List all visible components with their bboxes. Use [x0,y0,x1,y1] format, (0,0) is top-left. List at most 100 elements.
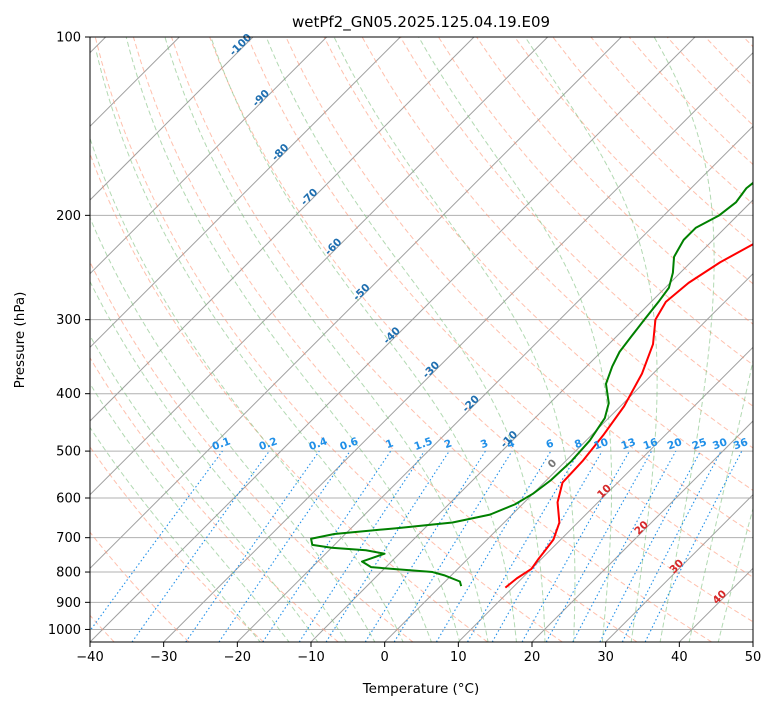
mixing-ratio-line [644,450,743,642]
dry-adiabat-label: -10 [498,429,520,451]
isotherm-line [384,272,753,642]
isotherm-line [531,420,753,642]
mixing-ratio-line [90,450,223,632]
isotherm-line [90,37,401,349]
dry-adiabat-label: -30 [420,359,442,381]
dry-adiabat-line [132,37,638,642]
mixing-ratio-line [325,450,450,642]
dry-adiabat-label: -60 [323,236,345,258]
isotherm-line [90,37,549,496]
dry-adiabat-line [90,260,414,642]
y-tick-label: 400 [56,387,81,402]
moist-adiabat-line [418,37,613,642]
mixing-ratio-label: 13 [620,436,638,452]
moist-adiabat-line [90,280,347,642]
mixing-ratio-label: 4 [505,437,516,451]
isotherm-line [236,125,753,642]
dry-adiabat-label: -90 [250,87,272,109]
y-axis-label: Pressure (hPa) [12,292,28,389]
dry-adiabat-line [90,152,488,642]
x-tick-label: −20 [224,650,251,665]
dry-adiabat-line [514,37,753,285]
mixing-ratio-line [218,450,351,642]
dry-adiabat-label: -80 [270,142,292,164]
mixing-ratio-label: 6 [544,437,555,451]
mixing-ratio-line [621,450,722,642]
y-tick-label: 800 [56,566,81,581]
y-tick-label: 700 [56,531,81,546]
mixing-ratio-line [393,450,513,642]
dry-adiabat-line [590,37,753,205]
dry-adiabat-line [90,356,339,642]
mixing-ratio-line [545,450,653,642]
dry-adiabat-label: -50 [351,281,373,303]
dry-adiabat-line [361,37,753,449]
x-tick-label: −40 [76,650,103,665]
isotherm-line [90,37,475,422]
y-tick-label: 900 [56,596,81,611]
moist-adiabat-line [653,37,715,642]
dry-adiabat-line [90,531,190,642]
dry-adiabat-line [666,37,753,126]
y-tick-label: 300 [56,313,81,328]
moist-adiabat-line [164,37,489,642]
dry-adiabat-line [323,37,753,491]
dry-adiabat-label: -20 [460,393,482,415]
x-tick-label: 20 [524,650,541,665]
dry-adiabat-line [743,37,753,48]
profile-line [310,181,753,587]
dry-adiabat-line [438,37,753,366]
axes: −40 −30 −20 −10 0 10 20 30 40 5010020030040050060… [48,31,761,666]
dry-adiabat-label: -70 [299,186,321,208]
moist-adiabat-label: 40 [710,588,729,607]
isotherm-line [310,199,753,642]
moist-adiabat-label: 20 [632,519,651,538]
moist-adiabat-line [333,37,576,642]
mixing-ratio-label: 1.5 [413,435,435,453]
plot-frame [89,36,754,643]
dry-adiabat-line [476,37,753,325]
y-tick-label: 200 [56,209,81,224]
isotherm-line [90,37,622,570]
dry-adiabat-label: -100 [227,31,254,58]
moist-adiabat-line [688,358,753,642]
x-tick-label: −10 [297,650,324,665]
mixing-ratio-line [298,450,425,642]
moist-adiabat-line [210,37,517,642]
moist-adiabat-line [524,37,658,642]
chart-title: wetPf2_GN05.2025.125.04.19.E09 [292,13,550,32]
mixing-ratio-line [131,450,270,642]
background-lines [90,37,753,642]
y-tick-label: 500 [56,445,81,460]
mixing-ratio-label: 1 [384,437,395,451]
isotherm-line [90,37,328,275]
dry-adiabat-line [209,37,753,623]
y-tick-label: 100 [56,31,81,46]
mixing-ratio-label: 0.1 [211,435,233,453]
x-tick-label: 50 [745,650,762,665]
mixing-ratio-label: 0.2 [257,435,279,453]
mixing-ratio-label: 30 [711,436,729,452]
y-tick-label: 1000 [48,623,81,638]
y-tick-label: 600 [56,492,81,507]
x-tick-label: 10 [450,650,467,665]
isotherm-line [90,37,696,642]
mixing-ratio-label: 0.6 [338,435,360,453]
mixing-ratio-label: 0.4 [307,435,329,453]
mixing-ratio-label: 2 [443,437,454,451]
isotherm-line [678,567,753,642]
mixing-ratio-label: 3 [479,437,490,451]
mixing-ratio-label: 25 [691,436,709,452]
dry-adiabat-line [399,37,753,407]
isotherm-line [90,37,254,201]
moist-adiabat-line [265,37,546,642]
mixing-ratio-label: 20 [666,436,684,452]
dry-adiabat-line [552,37,753,245]
dry-adiabat-line [171,37,713,642]
moist-adiabat-line [95,49,432,642]
x-tick-label: −30 [150,650,177,665]
mixing-ratio-line [262,450,392,642]
mixing-ratio-line [467,450,580,642]
x-tick-label: 0 [381,650,389,665]
